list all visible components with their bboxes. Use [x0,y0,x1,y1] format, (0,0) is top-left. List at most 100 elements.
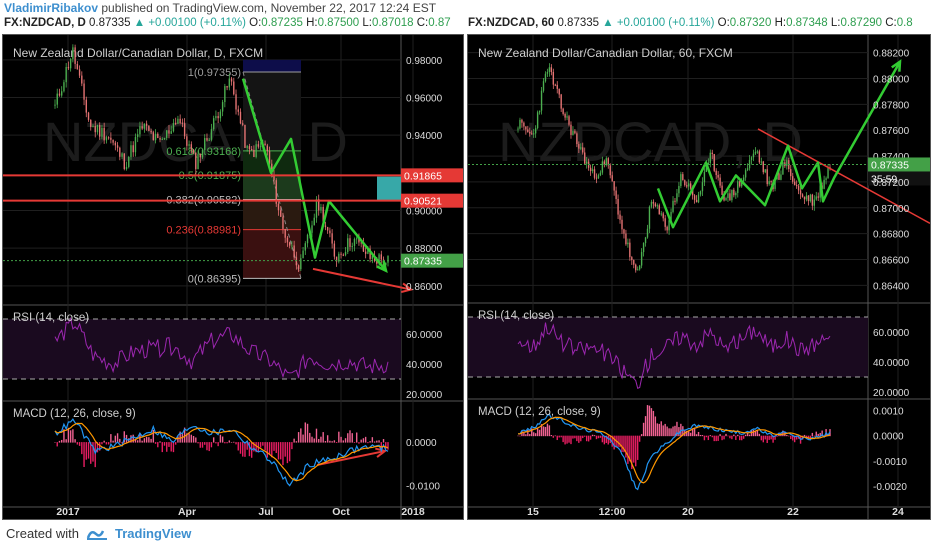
macd-histogram-bar [770,435,772,440]
macd-histogram-bar [132,434,134,443]
macd-tick-label: 0.0000 [873,432,904,443]
candle-body [69,59,72,69]
macd-histogram-bar [367,442,369,444]
macd-histogram-bar [172,442,175,453]
macd-histogram-bar [744,434,747,437]
macd-histogram-bar [94,442,96,468]
candle-body [136,134,139,137]
macd-histogram-bar [360,439,362,443]
candle-body [103,127,105,141]
macd-histogram-bar [177,436,179,443]
macd-histogram-bar [564,435,566,445]
candle-body [347,238,349,252]
candle-body [817,196,819,198]
tradingview-brand[interactable]: TradingView [114,526,192,541]
candle-body [670,211,672,221]
macd-histogram-bar [141,440,143,443]
macd-histogram-bar [101,442,103,445]
candle-body [668,220,670,231]
candle-body [744,170,747,178]
macd-histogram-bar [556,435,558,441]
candle-body [689,183,692,189]
candle-body [568,116,570,125]
macd-histogram-bar [688,431,690,437]
candle-body [558,88,560,95]
price-tick-label: 0.88000 [406,244,443,255]
macd-histogram-bar [768,435,770,440]
macd-histogram-bar [817,433,819,437]
macd-histogram-bar [320,436,322,443]
candle-body [672,200,674,212]
macd-red-arrow-head [375,447,388,458]
macd-histogram-bar [61,439,63,443]
time-tick-label: 12:00 [599,506,626,518]
price-daily: 0.87335 [88,17,131,29]
author-link[interactable]: VladimirRibakov [4,1,99,15]
macd-histogram-bar [311,436,313,443]
candle-body [642,243,645,253]
macd-histogram-bar [542,426,545,437]
candle-body [597,175,600,179]
macd-histogram-bar [742,435,745,439]
candle-body [369,248,371,259]
macd-histogram-bar [280,442,282,460]
candle-body [132,145,134,153]
candle-body [226,86,228,88]
candle-body [338,253,340,262]
candle-body [674,200,676,202]
macd-histogram-bar [648,405,651,437]
macd-histogram-bar [754,431,757,437]
candle-body [179,118,181,123]
candle-body [813,199,816,206]
candle-body [550,67,553,72]
candle-body [255,144,257,157]
candle-body [680,174,682,186]
rsi-tick-label: 60.0000 [873,328,910,339]
macd-histogram-bar [776,435,778,437]
macd-histogram-bar [774,435,776,440]
macd-histogram-bar [382,439,385,443]
chart-hourly-svg[interactable]: NZDCAD, D New Zealand Dollar/Canadian Dol… [468,35,930,519]
price-tick-label: 0.96000 [406,93,443,104]
macd-histogram-bar [621,435,623,452]
macd-histogram-bar [582,435,584,439]
macd-histogram-bar [686,430,688,437]
candle-body [752,153,755,158]
macd-histogram-bar [660,421,662,437]
candle-body [277,203,280,211]
candle-body [652,201,655,204]
candle-body [601,161,604,173]
macd-histogram-bar [605,435,608,443]
candle-body [560,94,562,109]
macd-histogram-bar [672,426,674,437]
macd-histogram-bar [143,438,146,443]
macd-histogram-bar [324,441,327,443]
chart-daily[interactable]: NZDCAD, D New Zealand Dollar/Canadian Dol… [2,34,464,520]
candle-body [128,156,130,167]
chart-hourly[interactable]: NZDCAD, D New Zealand Dollar/Canadian Dol… [467,34,931,520]
candle-body [358,238,360,243]
macd-histogram-bar [713,435,715,442]
candle-body [141,126,143,129]
candle-body [782,162,784,175]
macd-histogram-bar [729,435,731,439]
macd-histogram-bar [204,442,206,445]
macd-histogram-bar [159,441,161,443]
price-label-text: 0.87335 [871,159,909,171]
footer: Created with TradingView [6,526,191,541]
candle-body [335,256,338,262]
candle-body [56,93,58,105]
candle-body [619,214,621,220]
macd-histogram-bar [226,442,228,444]
macd-histogram-bar [523,431,525,437]
symbol-daily[interactable]: FX:NZDCAD, D [4,17,86,29]
macd-histogram-bar [92,442,94,462]
macd-histogram-bar [719,434,721,437]
macd-histogram-bar [63,429,65,443]
candle-body [566,116,568,118]
candle-body [650,201,653,207]
symbol-hourly[interactable]: FX:NZDCAD, 60 [468,17,555,29]
candle-body [286,237,289,243]
candle-body [239,111,242,124]
